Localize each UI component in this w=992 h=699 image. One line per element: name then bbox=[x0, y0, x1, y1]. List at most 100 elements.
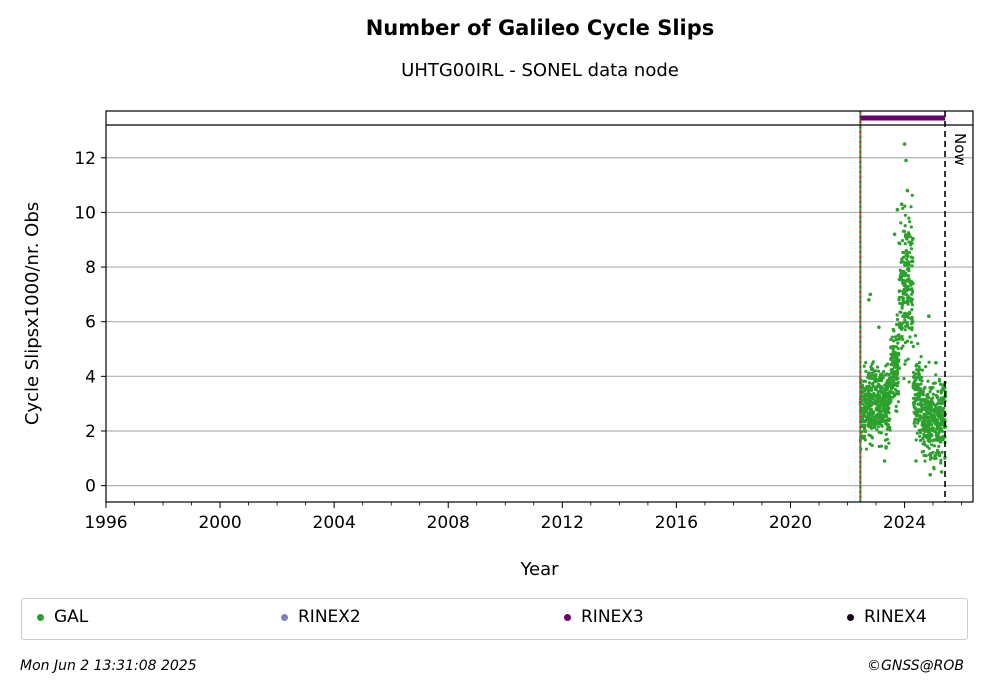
data-point-gal bbox=[894, 404, 898, 408]
data-point-gal bbox=[928, 390, 932, 394]
data-point-gal bbox=[860, 409, 865, 413]
data-point-gal bbox=[901, 321, 905, 325]
data-point-gal bbox=[867, 381, 872, 385]
data-point-gal bbox=[896, 389, 900, 393]
data-point-gal bbox=[890, 335, 894, 339]
data-point-gal bbox=[894, 357, 898, 361]
x-tick-label: 2004 bbox=[313, 513, 356, 533]
data-point-gal bbox=[876, 378, 880, 382]
data-point-gal bbox=[918, 410, 923, 414]
data-point-gal bbox=[936, 401, 940, 405]
data-point-gal bbox=[898, 336, 902, 340]
data-point-gal bbox=[939, 436, 944, 440]
data-point-gal bbox=[910, 264, 914, 268]
data-point-gal bbox=[932, 444, 937, 448]
data-point-gal bbox=[883, 373, 887, 377]
data-point-gal bbox=[876, 413, 880, 417]
data-point-gal bbox=[907, 266, 911, 270]
data-point-gal bbox=[889, 390, 894, 395]
data-point-gal bbox=[903, 362, 907, 366]
data-point-gal bbox=[896, 376, 900, 381]
plot-frame bbox=[105, 110, 974, 503]
data-point-gal bbox=[875, 407, 879, 411]
data-point-gal bbox=[920, 375, 924, 379]
data-point-gal bbox=[909, 340, 914, 344]
data-point-gal bbox=[921, 390, 925, 394]
data-point-gal bbox=[879, 431, 883, 435]
data-point-gal bbox=[875, 365, 880, 369]
data-point-gal bbox=[934, 422, 938, 426]
x-tick-label: 2008 bbox=[427, 513, 470, 533]
data-point-gal bbox=[913, 388, 917, 392]
data-point-gal bbox=[903, 313, 907, 317]
data-point-gal bbox=[916, 342, 920, 346]
data-point-gal bbox=[885, 427, 889, 431]
data-point-gal bbox=[934, 456, 938, 460]
data-point-gal bbox=[884, 391, 888, 395]
data-point-gal bbox=[876, 398, 881, 402]
data-point-gal bbox=[873, 379, 877, 383]
data-point-gal bbox=[878, 406, 883, 410]
data-point-gal bbox=[878, 395, 882, 399]
data-point-gal bbox=[896, 392, 901, 396]
data-point-gal bbox=[892, 232, 897, 237]
data-point-gal bbox=[942, 406, 946, 410]
data-point-gal bbox=[930, 415, 934, 419]
data-point-gal bbox=[874, 375, 878, 379]
legend-item-rinex4: RINEX4 bbox=[847, 607, 927, 627]
data-point-gal bbox=[917, 394, 921, 398]
data-point-gal bbox=[901, 206, 905, 210]
data-point-gal bbox=[939, 461, 943, 465]
data-point-gal bbox=[937, 398, 941, 402]
data-point-gal bbox=[868, 292, 873, 297]
data-point-gal bbox=[901, 255, 906, 259]
y-tick-label: 12 bbox=[74, 149, 96, 169]
data-point-gal bbox=[884, 364, 888, 368]
data-point-gal bbox=[867, 396, 872, 401]
data-point-gal bbox=[861, 402, 865, 406]
data-point-gal bbox=[870, 388, 874, 392]
data-point-gal bbox=[928, 386, 932, 390]
data-point-gal bbox=[869, 365, 873, 369]
data-point-gal bbox=[873, 425, 877, 429]
data-point-gal bbox=[906, 233, 911, 237]
data-point-gal bbox=[910, 315, 914, 319]
data-point-gal bbox=[913, 334, 918, 338]
data-point-gal bbox=[901, 250, 905, 255]
data-point-gal bbox=[904, 359, 908, 363]
data-point-gal bbox=[920, 407, 925, 411]
data-point-gal bbox=[865, 406, 870, 410]
legend: GAL RINEX2 RINEX3 RINEX4 bbox=[21, 598, 968, 640]
data-point-gal bbox=[907, 269, 911, 273]
data-point-gal bbox=[867, 388, 871, 392]
data-point-gal bbox=[905, 237, 909, 241]
data-point-gal bbox=[870, 377, 874, 381]
data-point-gal bbox=[937, 444, 941, 448]
data-point-gal bbox=[900, 304, 904, 308]
data-point-gal bbox=[905, 257, 909, 261]
data-point-gal bbox=[881, 376, 885, 380]
data-point-gal bbox=[863, 408, 867, 412]
data-point-gal bbox=[891, 361, 895, 365]
data-point-gal bbox=[899, 260, 903, 264]
data-point-gal bbox=[885, 437, 890, 441]
data-point-gal bbox=[930, 434, 934, 438]
data-point-gal bbox=[931, 429, 936, 433]
data-point-gal bbox=[928, 472, 932, 477]
data-point-gal bbox=[895, 317, 900, 322]
data-point-gal bbox=[908, 335, 912, 339]
data-point-gal bbox=[925, 401, 929, 405]
data-point-gal bbox=[926, 415, 930, 419]
data-point-gal bbox=[923, 416, 927, 421]
data-point-gal bbox=[907, 240, 911, 244]
data-point-gal bbox=[927, 396, 931, 400]
data-point-gal bbox=[862, 434, 867, 438]
data-point-gal bbox=[913, 424, 917, 428]
data-point-gal bbox=[882, 402, 886, 406]
data-point-gal bbox=[916, 382, 921, 387]
data-point-gal bbox=[900, 295, 904, 299]
data-point-gal bbox=[914, 438, 918, 442]
data-point-gal bbox=[884, 408, 888, 412]
data-point-gal bbox=[931, 401, 935, 405]
data-point-gal bbox=[861, 420, 865, 424]
